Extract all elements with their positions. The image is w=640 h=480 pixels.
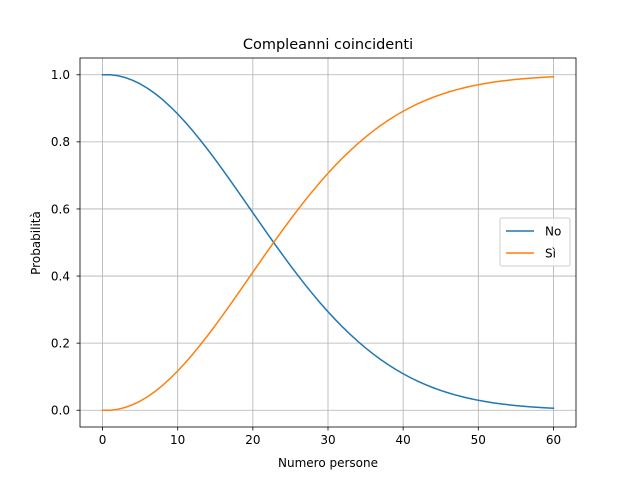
x-tick-label: 20: [245, 433, 260, 447]
axis-ticks: 0 10 20 30 40 50 60 0.0 0.2 0.4 0.6 0.8 1.0: [51, 68, 561, 447]
x-tick-label: 50: [471, 433, 486, 447]
y-tick-label: 1.0: [51, 68, 70, 82]
legend-label-no: No: [545, 225, 561, 239]
x-tick-label: 0: [99, 433, 107, 447]
y-axis-label: Probabilità: [29, 211, 43, 275]
legend-label-si: Sì: [545, 247, 556, 261]
y-tick-label: 0.2: [51, 336, 70, 350]
legend: No Sì: [499, 217, 571, 267]
plot-area: [101, 74, 555, 411]
x-tick-label: 30: [320, 433, 335, 447]
y-tick-label: 0.0: [51, 404, 70, 418]
x-tick-label: 60: [546, 433, 561, 447]
y-tick-label: 0.6: [51, 202, 70, 216]
y-tick-label: 0.4: [51, 269, 70, 283]
chart-title: Compleanni coincidenti: [243, 37, 413, 53]
x-tick-label: 40: [396, 433, 411, 447]
series-line-si: [101, 75, 555, 411]
grid: [80, 58, 576, 427]
y-tick-label: 0.8: [51, 135, 70, 149]
x-axis-label: Numero persone: [278, 456, 378, 470]
legend-box: [499, 217, 571, 267]
x-tick-label: 10: [170, 433, 185, 447]
series-line-no: [101, 74, 555, 410]
